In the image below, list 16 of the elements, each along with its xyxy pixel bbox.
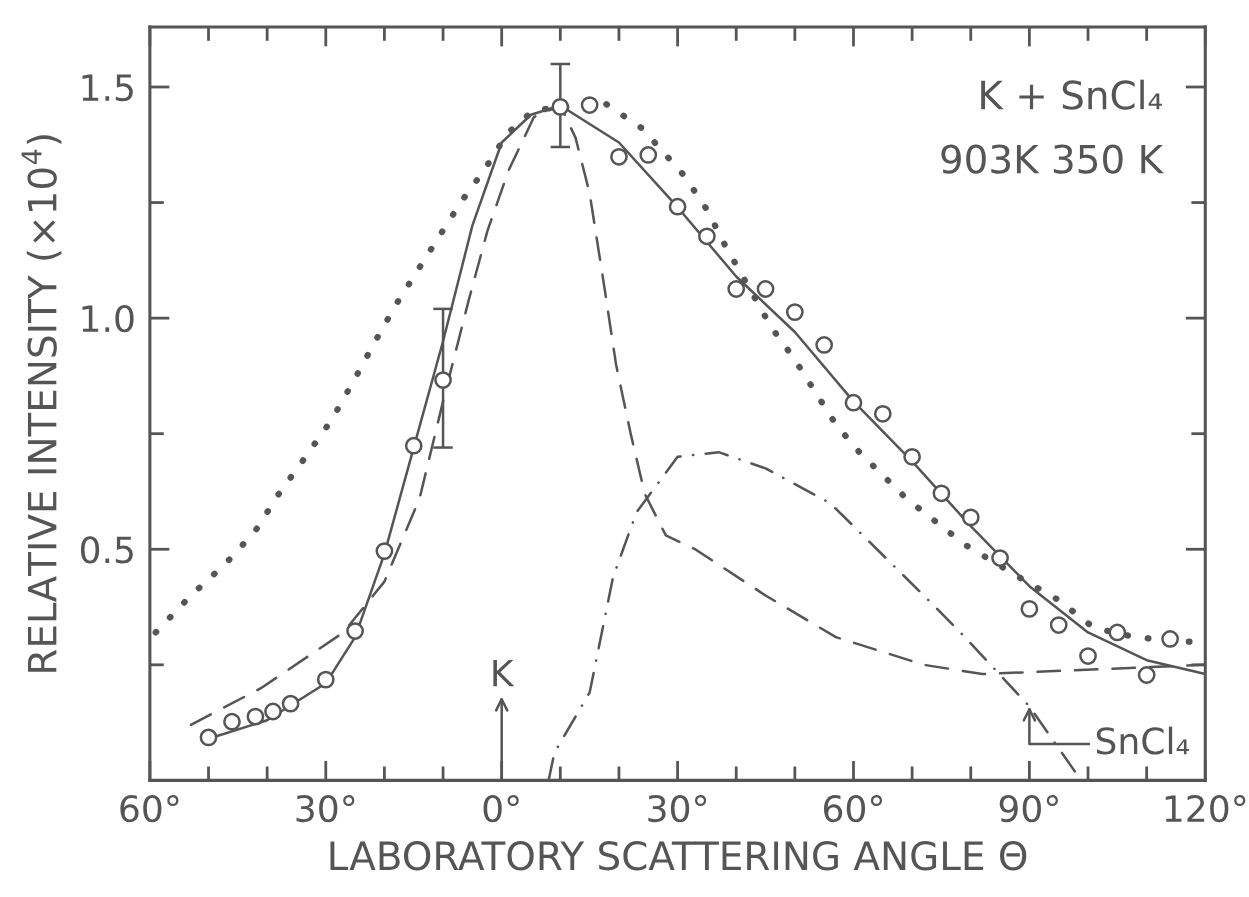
- annotation: K: [493, 659, 515, 687]
- x-tick-label: 60°: [120, 794, 179, 823]
- x-tick-label: 30°: [296, 794, 355, 823]
- y-tick-label: 0.5: [80, 536, 133, 564]
- y-axis-title: RELATIVE INTENSITY (×10$^{4}$): [21, 135, 62, 672]
- y-tick-label: 1.5: [82, 74, 133, 102]
- annotation: K + SnCl₄: [981, 79, 1162, 110]
- x-tick-label: 60°: [824, 794, 883, 823]
- x-axis-title: LABORATORY SCATTERING ANGLE Θ: [330, 841, 1027, 871]
- annotation: SnCl₄: [1096, 726, 1189, 755]
- x-tick-label: 120°: [1165, 794, 1246, 823]
- annotation: 903K 350 K: [941, 144, 1164, 174]
- x-tick-label: 30°: [648, 794, 707, 823]
- y-tick-label: 1.0: [82, 305, 134, 333]
- x-tick-label: 0°: [483, 794, 519, 823]
- x-tick-label: 90°: [999, 794, 1058, 823]
